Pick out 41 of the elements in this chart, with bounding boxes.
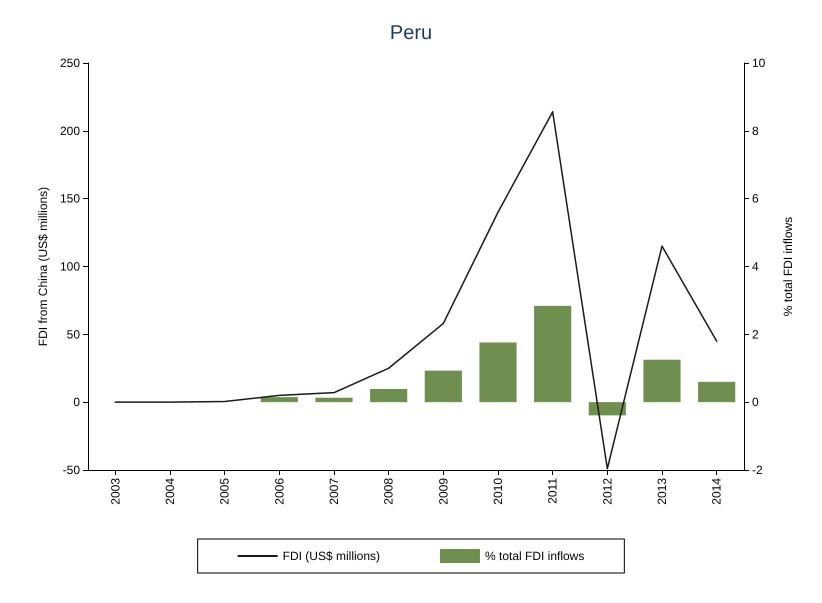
y2-tick-label: 4: [752, 260, 759, 274]
x-tick-label: 2006: [272, 478, 286, 505]
bar: [370, 388, 408, 402]
x-tick-label: 2013: [655, 478, 669, 505]
x-tick-label: 2014: [710, 478, 724, 505]
y2-tick-label: 6: [752, 192, 759, 206]
y-tick-label: 200: [60, 124, 80, 138]
y-tick-label: -50: [62, 463, 80, 477]
y-tick-label: 150: [60, 192, 80, 206]
bar: [424, 370, 462, 402]
x-tick-label: 2008: [382, 478, 396, 505]
bar: [698, 382, 736, 402]
bar: [260, 397, 298, 402]
y2-tick-label: 8: [752, 124, 759, 138]
y-tick-label: 100: [60, 260, 80, 274]
x-tick-label: 2010: [491, 478, 505, 505]
legend-label: % total FDI inflows: [484, 549, 584, 563]
y2-tick-label: 0: [752, 395, 759, 410]
y2-tick-label: 2: [752, 327, 759, 342]
line-series: [114, 111, 718, 470]
bar: [479, 342, 517, 402]
x-tick-label: 2007: [327, 478, 341, 505]
x-tick-label: 2004: [163, 478, 177, 505]
bar: [315, 398, 353, 402]
y-axis-title: FDI from China (US$ millions): [36, 186, 50, 346]
x-tick-label: 2003: [108, 478, 122, 505]
y2-tick-label: -2: [752, 463, 763, 477]
chart-title: Peru: [390, 22, 432, 44]
y2-axis-title: % total FDI inflows: [781, 216, 795, 316]
y2-tick-label: 10: [752, 56, 766, 70]
x-tick-label: 2009: [436, 478, 450, 505]
bar: [643, 360, 681, 402]
legend-label: FDI (US$ millions): [282, 549, 380, 563]
y-tick-label: 0: [73, 395, 80, 410]
bar: [534, 306, 572, 402]
y-tick-label: 50: [66, 327, 80, 342]
x-tick-label: 2005: [218, 478, 232, 505]
bar: [588, 402, 626, 416]
x-tick-label: 2012: [600, 478, 614, 505]
x-tick-label: 2011: [546, 478, 560, 504]
y-tick-label: 250: [60, 56, 80, 70]
